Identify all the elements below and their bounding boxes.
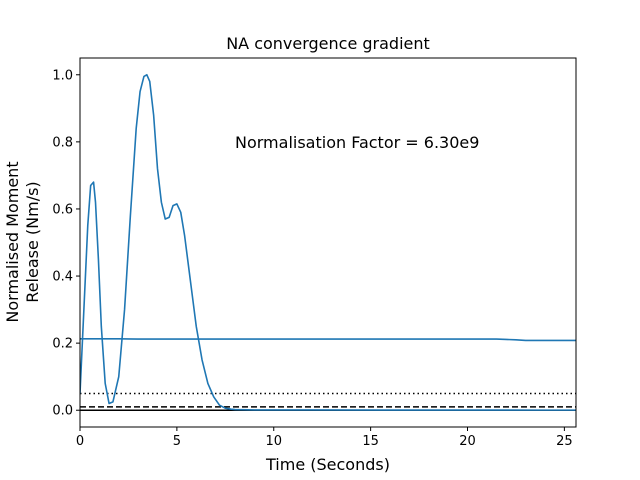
y-tick-label: 1.0 (52, 68, 73, 83)
x-tick-label: 25 (556, 434, 573, 449)
y-axis-label-line2: Release (Nm/s) (23, 181, 42, 302)
series-line-1 (80, 73, 576, 411)
y-tick-label: 0.4 (52, 270, 73, 285)
x-tick-label: 10 (265, 434, 282, 449)
x-tick-label: 5 (173, 434, 181, 449)
plot-frame (79, 57, 577, 428)
x-axis-label: Time (Seconds) (265, 455, 390, 474)
x-tick-label: 20 (459, 434, 476, 449)
y-tick-label: 0.6 (52, 202, 73, 217)
normalisation-annotation: Normalisation Factor = 6.30e9 (235, 133, 479, 152)
y-tick-label: 0.0 (52, 404, 73, 419)
x-tick-label: 15 (362, 434, 379, 449)
chart-title: NA convergence gradient (226, 34, 430, 53)
y-tick-label: 0.8 (52, 135, 73, 150)
series-line-2 (80, 337, 576, 342)
y-axis-label-line1: Normalised Moment (3, 161, 22, 322)
y-tick-label: 0.2 (52, 337, 73, 352)
x-tick-label: 0 (76, 434, 84, 449)
